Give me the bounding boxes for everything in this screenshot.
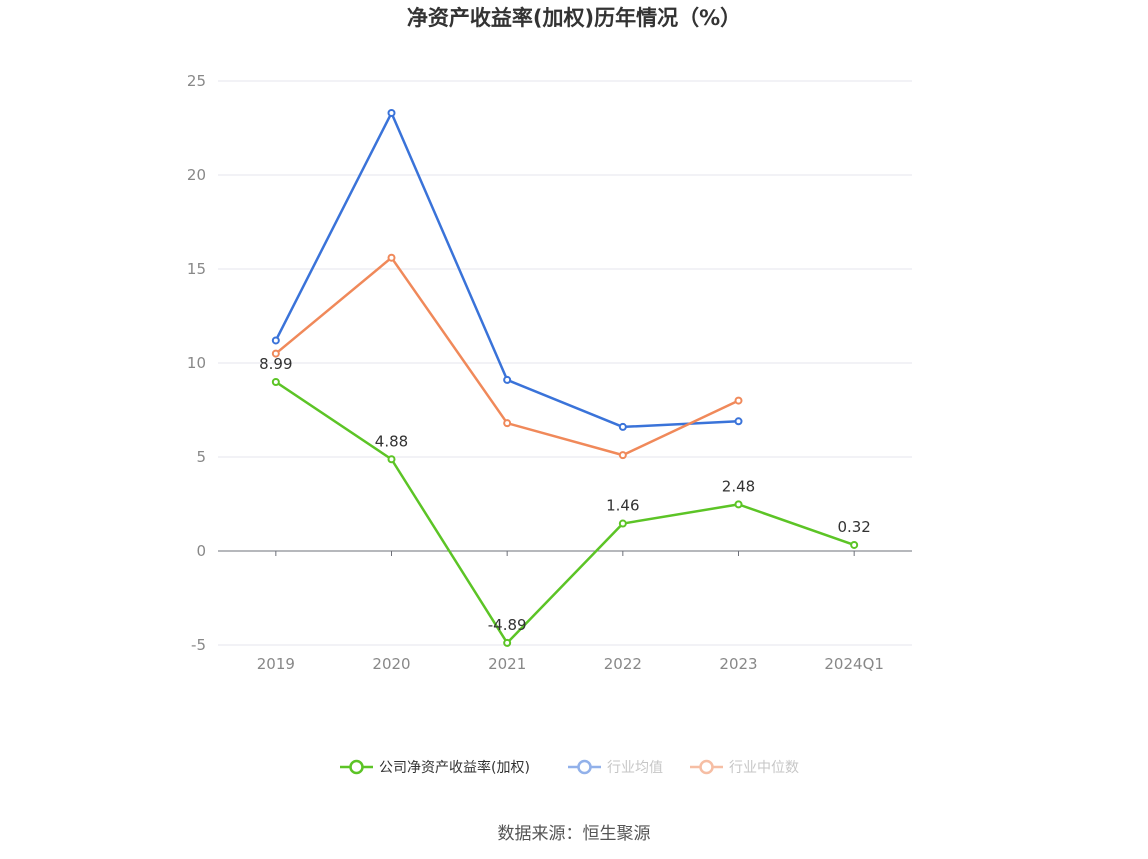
data-point[interactable] bbox=[734, 500, 743, 509]
data-point[interactable] bbox=[271, 377, 280, 386]
x-tick-label: 2020 bbox=[372, 655, 410, 673]
legend-item-2[interactable]: 行业中位数 bbox=[690, 759, 799, 776]
x-tick-label: 2024Q1 bbox=[824, 655, 884, 673]
data-label: 0.32 bbox=[837, 518, 870, 536]
y-tick-label: 10 bbox=[187, 354, 206, 372]
series-layer bbox=[271, 108, 859, 647]
source-note: 数据来源：恒生聚源 bbox=[498, 824, 651, 844]
grid-lines bbox=[218, 80, 912, 646]
data-point[interactable] bbox=[618, 519, 627, 528]
x-axis: 2019 2020 2021 2022 2023 2024Q1 bbox=[218, 550, 912, 673]
y-tick-label: 20 bbox=[187, 166, 206, 184]
data-point[interactable] bbox=[618, 422, 627, 431]
legend-item-1[interactable]: 行业均值 bbox=[568, 759, 663, 776]
x-tick-label: 2021 bbox=[488, 655, 526, 673]
series-2 bbox=[271, 253, 743, 460]
y-tick-label: 0 bbox=[196, 542, 206, 560]
x-tick-label: 2019 bbox=[257, 655, 295, 673]
series-0 bbox=[271, 377, 859, 647]
data-label: -4.89 bbox=[488, 616, 527, 634]
data-point[interactable] bbox=[503, 419, 512, 428]
legend-label: 行业中位数 bbox=[729, 760, 799, 776]
y-tick-label: 5 bbox=[196, 448, 206, 466]
data-label: 1.46 bbox=[606, 497, 639, 515]
data-point[interactable] bbox=[734, 417, 743, 426]
data-labels: 8.99 4.88 -4.89 1.46 2.48 0.32 bbox=[259, 355, 871, 634]
data-point[interactable] bbox=[618, 451, 627, 460]
legend-marker bbox=[349, 759, 364, 775]
data-point[interactable] bbox=[734, 396, 743, 405]
y-tick-label: 25 bbox=[187, 72, 206, 90]
data-point[interactable] bbox=[271, 336, 280, 345]
chart-title: 净资产收益率(加权)历年情况（%） bbox=[407, 6, 741, 30]
data-label: 4.88 bbox=[375, 432, 408, 450]
y-tick-label: -5 bbox=[191, 636, 206, 654]
data-label: 8.99 bbox=[259, 355, 292, 373]
legend-marker bbox=[699, 759, 714, 775]
data-point[interactable] bbox=[503, 638, 512, 647]
legend-label: 行业均值 bbox=[607, 760, 663, 776]
y-axis-ticks: 25 20 15 10 5 0 -5 bbox=[187, 72, 206, 654]
x-tick-label: 2023 bbox=[719, 655, 757, 673]
y-tick-label: 15 bbox=[187, 260, 206, 278]
series-1 bbox=[271, 108, 743, 431]
legend-label: 公司净资产收益率(加权) bbox=[379, 759, 530, 776]
legend-marker bbox=[577, 759, 592, 775]
data-point[interactable] bbox=[850, 540, 859, 549]
legend: 公司净资产收益率(加权) 行业均值 行业中位数 bbox=[340, 759, 799, 776]
legend-item-0[interactable]: 公司净资产收益率(加权) bbox=[340, 759, 530, 776]
series-line bbox=[275, 380, 855, 645]
data-point[interactable] bbox=[387, 253, 396, 262]
data-label: 2.48 bbox=[722, 477, 755, 495]
data-point[interactable] bbox=[387, 108, 396, 117]
data-point[interactable] bbox=[387, 455, 396, 464]
data-point[interactable] bbox=[271, 349, 280, 358]
data-point[interactable] bbox=[503, 375, 512, 384]
x-tick-label: 2022 bbox=[604, 655, 642, 673]
